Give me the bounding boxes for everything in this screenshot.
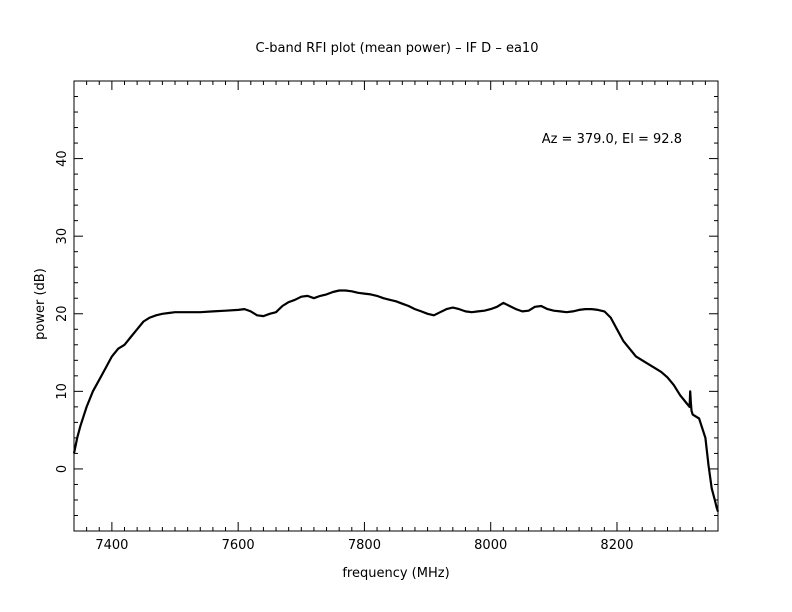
plot-frame <box>73 80 719 532</box>
y-tick-label: 0 <box>55 465 70 473</box>
chart-title: C-band RFI plot (mean power) – IF D – ea… <box>256 41 539 56</box>
y-tick-label: 40 <box>55 150 70 167</box>
chart-annotation: Az = 379.0, El = 92.8 <box>542 132 682 147</box>
y-tick-label: 10 <box>55 383 70 400</box>
y-axis-label: power (dB) <box>33 268 48 340</box>
x-axis-label: frequency (MHz) <box>342 566 449 581</box>
x-tick-label: 8200 <box>600 538 633 553</box>
x-tick-label: 7400 <box>95 538 128 553</box>
y-tick-label: 20 <box>55 305 70 322</box>
x-tick-label: 8000 <box>474 538 507 553</box>
power-series-line <box>72 289 720 512</box>
x-tick-label: 7600 <box>222 538 255 553</box>
x-tick-label: 7800 <box>348 538 381 553</box>
tick-labels: 7400 7600 7800 8000 8200 0 10 20 30 40 <box>55 150 634 553</box>
axis-ticks <box>73 80 719 532</box>
y-tick-label: 30 <box>55 228 70 245</box>
